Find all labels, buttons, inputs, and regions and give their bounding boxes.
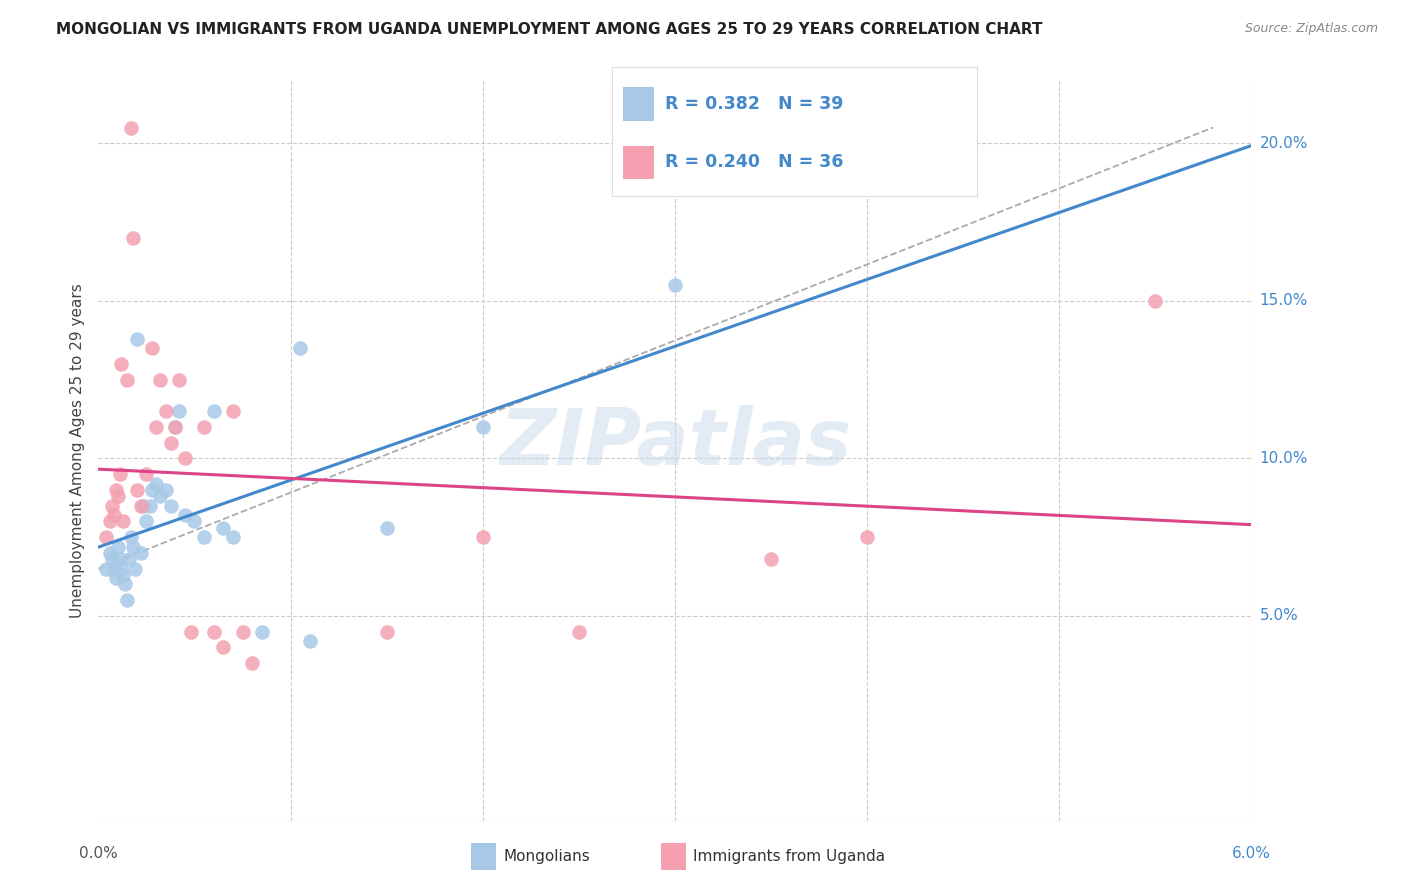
Point xyxy=(131,499,153,513)
Point xyxy=(103,561,125,575)
Text: 15.0%: 15.0% xyxy=(1260,293,1308,309)
Point xyxy=(110,357,132,371)
Point xyxy=(108,467,131,481)
Point xyxy=(856,530,879,544)
Point xyxy=(108,552,131,566)
Text: 10.0%: 10.0% xyxy=(1260,450,1308,466)
Point xyxy=(149,373,172,387)
Point xyxy=(1144,293,1167,308)
Point xyxy=(180,624,202,639)
Point xyxy=(165,420,187,434)
Text: 0.0%: 0.0% xyxy=(79,846,118,861)
Point xyxy=(129,546,152,560)
Point xyxy=(167,373,190,387)
Text: R = 0.382   N = 39: R = 0.382 N = 39 xyxy=(665,95,844,113)
Point xyxy=(174,508,197,522)
Point xyxy=(759,552,782,566)
Point xyxy=(212,640,235,655)
Y-axis label: Unemployment Among Ages 25 to 29 years: Unemployment Among Ages 25 to 29 years xyxy=(69,283,84,618)
Point xyxy=(183,514,205,528)
Point xyxy=(129,499,152,513)
Point xyxy=(118,552,141,566)
Text: 5.0%: 5.0% xyxy=(1260,608,1298,624)
Text: R = 0.240   N = 36: R = 0.240 N = 36 xyxy=(665,153,844,171)
Point xyxy=(231,624,254,639)
Point xyxy=(145,476,167,491)
Point xyxy=(101,552,124,566)
Point xyxy=(222,404,245,418)
Point xyxy=(145,420,167,434)
Point xyxy=(98,514,121,528)
Point xyxy=(135,467,157,481)
Point xyxy=(250,624,273,639)
Point xyxy=(471,420,494,434)
Point xyxy=(202,624,225,639)
Point xyxy=(202,404,225,418)
Point xyxy=(160,499,183,513)
Point xyxy=(117,373,139,387)
Point xyxy=(240,656,263,670)
Text: 6.0%: 6.0% xyxy=(1232,846,1271,861)
Point xyxy=(471,530,494,544)
Point xyxy=(110,561,132,575)
Point xyxy=(149,489,172,503)
Point xyxy=(120,120,142,135)
Text: Source: ZipAtlas.com: Source: ZipAtlas.com xyxy=(1244,22,1378,36)
Point xyxy=(155,483,177,497)
Point xyxy=(104,571,127,585)
Text: Immigrants from Uganda: Immigrants from Uganda xyxy=(693,849,886,863)
Point xyxy=(155,404,177,418)
Text: Mongolians: Mongolians xyxy=(503,849,591,863)
Point xyxy=(193,530,215,544)
Point xyxy=(139,499,162,513)
Point xyxy=(212,521,235,535)
Text: ZIPatlas: ZIPatlas xyxy=(499,405,851,481)
Point xyxy=(122,540,145,554)
Point xyxy=(165,420,187,434)
Point xyxy=(107,489,129,503)
Point xyxy=(112,568,135,582)
Point xyxy=(298,634,321,648)
Point xyxy=(94,561,117,575)
Point xyxy=(125,332,148,346)
Point xyxy=(568,624,591,639)
Point xyxy=(107,540,129,554)
Point xyxy=(222,530,245,544)
Point xyxy=(117,593,139,607)
Point xyxy=(122,231,145,245)
Point xyxy=(193,420,215,434)
Point xyxy=(375,624,398,639)
Point xyxy=(112,514,135,528)
Point xyxy=(101,499,124,513)
Text: MONGOLIAN VS IMMIGRANTS FROM UGANDA UNEMPLOYMENT AMONG AGES 25 TO 29 YEARS CORRE: MONGOLIAN VS IMMIGRANTS FROM UGANDA UNEM… xyxy=(56,22,1043,37)
Point xyxy=(125,483,148,497)
Point xyxy=(114,577,136,591)
Point xyxy=(141,341,163,355)
Point xyxy=(124,561,146,575)
Point xyxy=(98,546,121,560)
Point xyxy=(160,435,183,450)
Point xyxy=(167,404,190,418)
Point xyxy=(174,451,197,466)
Point xyxy=(141,483,163,497)
Point xyxy=(120,530,142,544)
Point xyxy=(103,508,125,522)
Point xyxy=(290,341,312,355)
Text: 20.0%: 20.0% xyxy=(1260,136,1308,151)
Point xyxy=(94,530,117,544)
Point xyxy=(664,278,686,293)
Point xyxy=(135,514,157,528)
Point xyxy=(104,483,127,497)
Point xyxy=(375,521,398,535)
